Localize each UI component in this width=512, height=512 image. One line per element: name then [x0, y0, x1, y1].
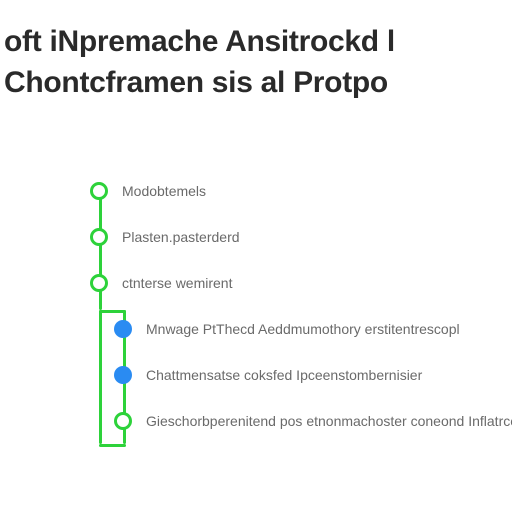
timeline-node-label: Mnwage PtThecd Aeddmumothory erstitentre… — [146, 321, 460, 337]
timeline-node: ctnterse wemirent — [90, 274, 232, 292]
title-block: oft iNpremache Ansitrockd l Chontcframen… — [0, 0, 512, 109]
timeline-node: Modobtemels — [90, 182, 206, 200]
timeline-node: Mnwage PtThecd Aeddmumothory erstitentre… — [114, 320, 460, 338]
timeline-connector — [99, 310, 126, 313]
node-dot-filled-icon — [114, 366, 132, 384]
timeline-node: Gieschorbperenitend pos etnonmachoster c… — [114, 412, 512, 430]
timeline-node-label: Chattmensatse coksfed Ipceenstombernisie… — [146, 367, 422, 383]
node-dot-ring-icon — [90, 228, 108, 246]
node-dot-ring-icon — [90, 182, 108, 200]
timeline-node: Chattmensatse coksfed Ipceenstombernisie… — [114, 366, 422, 384]
timeline-trunk — [99, 191, 102, 310]
title-line-1: oft iNpremache Ansitrockd l — [4, 22, 502, 63]
timeline-end-connector — [99, 444, 126, 447]
node-dot-filled-icon — [114, 320, 132, 338]
timeline-node-label: Plasten.pasterderd — [122, 229, 240, 245]
timeline-node: Plasten.pasterderd — [90, 228, 240, 246]
timeline-node-label: Modobtemels — [122, 183, 206, 199]
node-dot-ring-icon — [114, 412, 132, 430]
timeline-node-label: Gieschorbperenitend pos etnonmachoster c… — [146, 413, 512, 429]
node-dot-ring-icon — [90, 274, 108, 292]
timeline-node-label: ctnterse wemirent — [122, 275, 232, 291]
timeline-trunk-lower — [99, 310, 102, 444]
title-line-2: Chontcframen sis al Protpo — [4, 63, 502, 104]
